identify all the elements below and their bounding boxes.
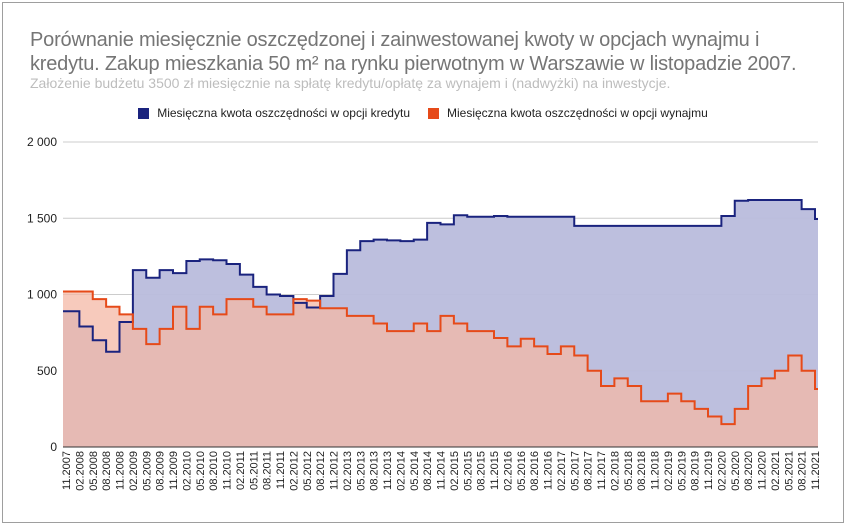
x-tick-label: 11.2015 [489,451,501,490]
x-tick-label: 05.2014 [409,451,421,491]
x-tick-label: 11.2012 [329,451,341,490]
x-tick-label: 08.2008 [101,451,113,491]
y-tick-label: 2 000 [27,135,57,149]
legend-label-rent: Miesięczna kwota oszczędności w opcji wy… [447,106,708,120]
x-tick-label: 08.2017 [583,451,595,491]
chart-subtitle: Założenie budżetu 3500 zł miesięcznie na… [30,75,671,91]
x-tick-label: 11.2014 [436,451,448,490]
x-tick-label: 02.2018 [609,451,621,491]
x-tick-label: 05.2018 [623,451,635,491]
legend-item-rent[interactable]: Miesięczna kwota oszczędności w opcji wy… [428,106,708,120]
x-tick-label: 11.2009 [168,451,180,490]
x-tick-label: 11.2011 [275,451,287,489]
y-tick-label: 0 [50,440,57,454]
x-tick-label: 11.2013 [382,451,394,490]
x-tick-label: 02.2009 [128,451,140,491]
x-tick-label: 08.2013 [369,451,381,491]
chart-title: Porównanie miesięcznie oszczędzonej i za… [30,29,797,75]
x-tick-label: 08.2015 [476,451,488,491]
x-tick-label: 11.2018 [650,451,662,490]
x-tick-label: 05.2021 [783,451,795,491]
series-line-0 [63,198,818,353]
x-tick-label: 02.2010 [181,451,193,491]
series-area-1 [63,291,818,447]
x-tick-label: 11.2010 [222,451,234,490]
x-tick-label: 05.2019 [676,451,688,491]
x-tick-label: 02.2021 [770,451,782,491]
x-tick-label: 02.2019 [663,451,675,491]
legend-label-credit: Miesięczna kwota oszczędności w opcji kr… [157,106,410,120]
legend-swatch-rent [428,107,439,119]
x-tick-label: 08.2021 [797,451,809,491]
y-tick-label: 1 000 [27,288,57,302]
x-tick-label: 08.2009 [155,451,167,491]
x-tick-label: 11.2016 [543,451,555,490]
x-tick-label: 08.2018 [636,451,648,491]
x-tick-label: 02.2008 [74,451,86,491]
x-tick-label: 02.2013 [342,451,354,491]
x-tick-label: 02.2015 [449,451,461,491]
x-tick-label: 05.2016 [516,451,528,491]
x-tick-label: 08.2020 [743,451,755,491]
x-tick-label: 08.2019 [690,451,702,491]
x-tick-label: 05.2010 [195,451,207,491]
series-line-1 [63,290,818,426]
x-tick-label: 05.2011 [248,451,260,490]
x-tick-label: 02.2020 [716,451,728,491]
x-tick-label: 08.2011 [262,451,274,490]
x-tick-label: 11.2021 [810,451,822,490]
x-tick-label: 02.2012 [288,451,300,491]
x-tick-label: 08.2010 [208,451,220,491]
x-tick-label: 08.2016 [529,451,541,491]
x-tick-label: 02.2011 [235,451,247,490]
legend-item-credit[interactable]: Miesięczna kwota oszczędności w opcji kr… [138,106,410,120]
legend: Miesięczna kwota oszczędności w opcji kr… [0,106,846,120]
x-tick-label: 11.2019 [703,451,715,490]
x-tick-label: 08.2012 [315,451,327,491]
x-tick-label: 05.2015 [462,451,474,491]
legend-swatch-credit [138,107,150,119]
x-tick-label: 08.2014 [422,451,434,491]
x-tick-label: 05.2013 [355,451,367,491]
x-tick-label: 05.2012 [302,451,314,491]
y-tick-label: 1 500 [27,211,57,225]
x-tick-label: 11.2017 [596,451,608,490]
y-tick-label: 500 [37,364,57,378]
x-tick-label: 02.2016 [502,451,514,491]
x-tick-label: 05.2008 [88,451,100,491]
x-tick-label: 02.2017 [556,451,568,491]
x-tick-label: 02.2014 [395,451,407,491]
x-tick-label: 05.2009 [141,451,153,491]
x-tick-label: 05.2020 [730,451,742,491]
x-tick-label: 11.2008 [115,451,127,490]
x-tick-label: 11.2020 [757,451,769,490]
x-tick-label: 11.2007 [61,451,73,490]
x-tick-label: 05.2017 [569,451,581,491]
